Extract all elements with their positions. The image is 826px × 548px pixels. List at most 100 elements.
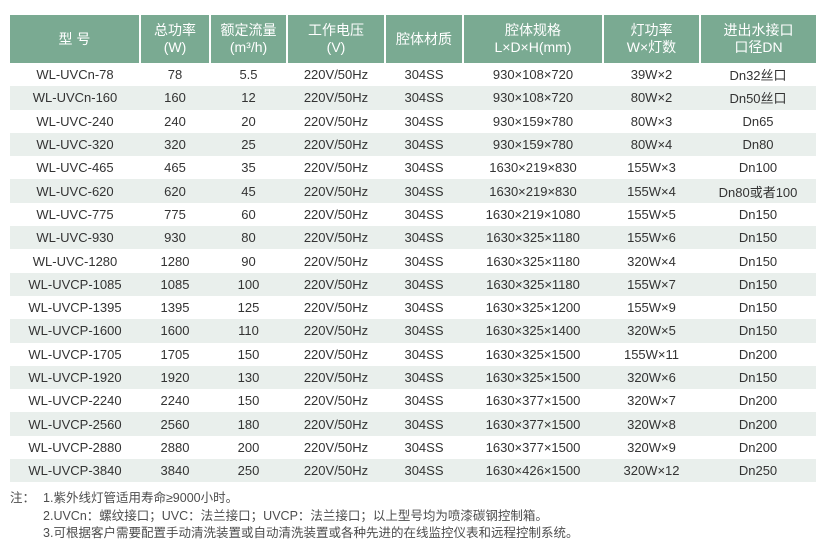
table-cell: 35 xyxy=(241,160,256,176)
table-cell: 775 xyxy=(164,206,186,222)
table-cell: 2560 xyxy=(160,416,190,432)
table-cell: 1630×377×1500 xyxy=(485,393,581,409)
table-cell: Dn200 xyxy=(738,439,778,455)
footnote-label: 注： xyxy=(10,491,36,505)
table-cell: 304SS xyxy=(404,323,444,339)
table-cell: 45 xyxy=(241,183,256,199)
table-cell: 220V/50Hz xyxy=(303,253,369,269)
column-header-chamber-material: 腔体材质 xyxy=(384,15,463,63)
table-cell: 220V/50Hz xyxy=(303,323,369,339)
table-cell: 20 xyxy=(241,113,256,129)
table-cell: Dn150 xyxy=(738,230,778,246)
table-cell: 304SS xyxy=(404,230,444,246)
table-cell: 78 xyxy=(167,67,183,83)
table-cell: Dn150 xyxy=(738,206,778,222)
table-cell: 220V/50Hz xyxy=(303,439,369,455)
table-cell: 250 xyxy=(237,463,260,479)
table-cell: 100 xyxy=(237,276,260,292)
table-row: WL-UVCP-1395 1395 125 220V/50Hz 304SS 1630×32… xyxy=(10,296,816,319)
table-cell: 150 xyxy=(237,346,260,362)
footnote-item: 1.紫外线灯管适用寿命≥9000小时。 xyxy=(43,491,239,505)
table-cell: 620 xyxy=(164,183,186,199)
table-cell: 320W×9 xyxy=(627,439,676,455)
table-cell: WL-UVCn-160 xyxy=(32,90,118,106)
table-cell: 304SS xyxy=(404,346,444,362)
table-cell: 930×159×780 xyxy=(492,113,574,129)
table-cell: 220V/50Hz xyxy=(303,206,369,222)
table-cell: WL-UVCP-2880 xyxy=(28,439,122,455)
table-cell: 304SS xyxy=(404,253,444,269)
table-cell: 60 xyxy=(241,206,256,222)
table-cell: 320W×12 xyxy=(623,463,680,479)
column-header-working-voltage: 工作电压 (V) xyxy=(286,15,385,63)
table-cell: 220V/50Hz xyxy=(303,346,369,362)
table-cell: 320W×6 xyxy=(627,370,676,385)
table-cell: Dn200 xyxy=(738,393,778,409)
table-cell: 1085 xyxy=(160,276,190,292)
table-cell: 220V/50Hz xyxy=(303,183,369,199)
table-cell: 1630×219×1080 xyxy=(485,206,581,222)
table-header: 型 号总功率 (W) 额定流量 (m³/h) 工作电压 (V) 腔体材质 腔体规格 L×D×H(… xyxy=(10,15,816,63)
table-cell: 220V/50Hz xyxy=(303,463,369,479)
table-row: WL-UVCP-1600 1600 110 220V/50Hz 304SS 1630×32… xyxy=(10,319,816,343)
table-cell: WL-UVCP-1705 xyxy=(28,346,122,362)
table-cell: 220V/50Hz xyxy=(303,137,369,153)
table-cell: Dn65 xyxy=(742,113,774,129)
table-cell: Dn200 xyxy=(738,416,778,432)
table-cell: WL-UVCP-1920 xyxy=(28,370,122,385)
table-cell: 39W×2 xyxy=(630,67,673,83)
table-cell: WL-UVCn-78 xyxy=(36,67,114,83)
table-cell: 1630×325×1400 xyxy=(485,323,581,339)
table-row: WL-UVCP-1920 1920 130 220V/50Hz 304SS 1630×32… xyxy=(10,365,816,390)
table-cell: WL-UVCP-1395 xyxy=(28,300,122,316)
table-cell: 320W×8 xyxy=(627,416,676,432)
table-cell: 155W×3 xyxy=(627,160,676,176)
table-cell: 1630×377×1500 xyxy=(485,439,581,455)
table-cell: WL-UVC-320 xyxy=(36,137,114,153)
table-cell: 304SS xyxy=(404,276,444,292)
table-row: WL-UVC-320 320 25 220V/50Hz 304SS 930×159×780… xyxy=(10,132,816,157)
table-cell: 304SS xyxy=(404,160,444,176)
table-cell: 304SS xyxy=(404,206,444,222)
table-row: WL-UVCP-2240 2240 150 220V/50Hz 304SS 1630×37… xyxy=(10,389,816,412)
table-cell: WL-UVCP-1085 xyxy=(28,276,122,292)
table-cell: 1630×325×1180 xyxy=(486,276,580,292)
column-header-port-diameter: 进出水接口 口径DN xyxy=(699,15,816,63)
table-cell: 150 xyxy=(237,393,260,409)
table-cell: 80W×2 xyxy=(630,90,673,106)
table-cell: 1630×426×1500 xyxy=(485,463,581,479)
table-cell: 1630×219×830 xyxy=(489,183,577,199)
footnotes: 注： 1.紫外线灯管适用寿命≥9000小时。 2.UVCn：螺纹接口；UVC：法… xyxy=(10,490,820,543)
table-cell: 90 xyxy=(241,253,256,269)
table-cell: Dn250 xyxy=(738,463,778,479)
table-cell: Dn50丝口 xyxy=(729,91,787,107)
table-cell: 1630×325×1500 xyxy=(485,370,581,385)
table-cell: 5.5 xyxy=(239,67,258,83)
table-cell: 220V/50Hz xyxy=(303,370,369,385)
column-header-chamber-size: 腔体规格 L×D×H(mm) xyxy=(462,15,603,63)
table-cell: Dn100 xyxy=(738,160,778,176)
table-cell: 930×108×720 xyxy=(492,90,574,106)
table-cell: Dn150 xyxy=(738,253,778,269)
table-cell: 1630×325×1200 xyxy=(485,300,581,316)
table-cell: 220V/50Hz xyxy=(303,276,369,292)
table-row: WL-UVC-620 620 45 220V/50Hz 304SS 1630×219×83… xyxy=(10,179,816,203)
table-row: WL-UVCn-160 160 12 220V/50Hz 304SS 930×108×72… xyxy=(10,86,816,110)
table-row: WL-UVC-775 775 60 220V/50Hz 304SS 1630×219×10… xyxy=(10,203,816,226)
table-cell: Dn150 xyxy=(738,323,778,339)
table-row: WL-UVC-465 465 35 220V/50Hz 304SS 1630×219×83… xyxy=(10,156,816,179)
table-cell: 1630×377×1500 xyxy=(485,416,581,432)
table-cell: 1280 xyxy=(160,253,190,269)
table-cell: 220V/50Hz xyxy=(303,230,369,246)
table-header-row: 型 号总功率 (W) 额定流量 (m³/h) 工作电压 (V) 腔体材质 腔体规格 L×D×H(… xyxy=(10,15,816,63)
table-cell: WL-UVC-930 xyxy=(36,230,114,246)
footnote-item: 2.UVCn：螺纹接口；UVC：法兰接口；UVCP：法兰接口；以上型号均为喷漆碳… xyxy=(43,508,548,523)
table-cell: WL-UVCP-1600 xyxy=(28,323,122,339)
table-cell: Dn150 xyxy=(738,370,778,385)
table-cell: WL-UVCP-2240 xyxy=(28,393,122,409)
table-cell: 2880 xyxy=(160,439,190,455)
column-header-model: 型 号 xyxy=(10,15,140,63)
table-cell: 320W×4 xyxy=(627,253,676,269)
table-cell: 12 xyxy=(241,90,256,106)
